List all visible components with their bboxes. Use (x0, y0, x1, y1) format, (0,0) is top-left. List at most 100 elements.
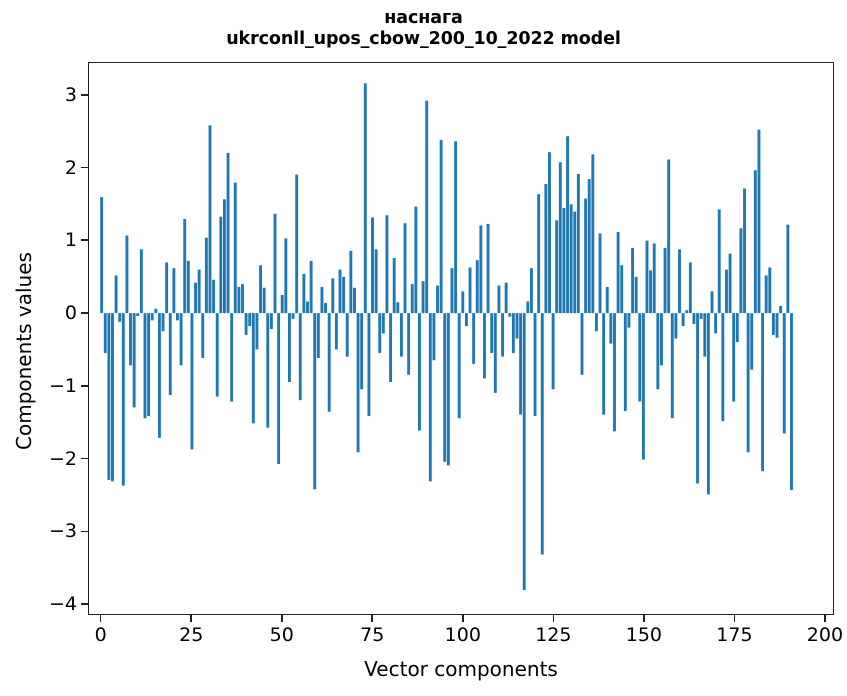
bar (717, 209, 721, 314)
bar (674, 313, 678, 339)
bar (587, 178, 591, 314)
bar (132, 313, 136, 408)
bar (197, 269, 201, 314)
bar (244, 313, 248, 335)
bar (743, 188, 746, 314)
bar (764, 275, 768, 314)
bar (111, 313, 114, 482)
bar (157, 313, 161, 438)
y-tick-mark (81, 166, 88, 169)
bar (678, 249, 681, 314)
bar (396, 302, 400, 314)
bar (222, 199, 226, 314)
y-tick-label: −4 (48, 593, 77, 616)
y-tick-mark (81, 384, 88, 387)
bar (522, 313, 526, 591)
bar (732, 313, 736, 402)
bar (728, 253, 732, 314)
bar (472, 313, 476, 364)
bar (100, 197, 104, 314)
x-tick-mark (824, 615, 826, 622)
x-tick-mark (643, 615, 645, 622)
bar (519, 313, 523, 415)
bar (515, 313, 519, 339)
bar (186, 260, 190, 314)
bar (710, 291, 714, 314)
bar (147, 313, 151, 417)
bar (566, 136, 569, 314)
bar (501, 313, 504, 357)
x-tick-mark (190, 615, 192, 622)
bar (107, 313, 111, 480)
bar (699, 313, 703, 319)
bar (681, 313, 685, 327)
bar (165, 262, 169, 314)
bar (302, 273, 306, 314)
bar (540, 313, 544, 555)
bar (266, 313, 270, 428)
bar (374, 249, 378, 314)
bar (714, 313, 718, 334)
bar (327, 313, 331, 412)
bar (652, 243, 656, 314)
bar (360, 313, 364, 390)
bar (670, 313, 674, 419)
bar (436, 285, 439, 314)
bar (627, 313, 631, 328)
bar (295, 174, 299, 314)
bar (537, 194, 541, 314)
bar (418, 313, 421, 431)
bar (594, 313, 598, 332)
bar (114, 275, 118, 314)
bar (381, 313, 385, 334)
bar (273, 213, 277, 314)
bar (121, 313, 125, 486)
bar (342, 276, 346, 314)
x-tick-label: 75 (360, 624, 385, 646)
bar (490, 313, 494, 353)
bar (168, 313, 172, 396)
bar (602, 313, 606, 415)
x-tick-mark (280, 615, 283, 622)
bar (493, 313, 497, 393)
bar (771, 313, 775, 335)
bar (179, 313, 183, 366)
bar (591, 154, 595, 314)
bar (367, 313, 371, 417)
bar (237, 287, 241, 314)
bar (782, 313, 786, 434)
bar (410, 284, 414, 314)
bar (753, 170, 757, 314)
bar (176, 313, 179, 321)
bar (439, 139, 443, 314)
bar (432, 313, 436, 361)
bar (320, 287, 324, 314)
x-tick-label: 150 (625, 624, 663, 646)
bar (291, 313, 295, 319)
y-tick-mark (81, 239, 88, 242)
bar (775, 313, 779, 338)
y-tick-label: 0 (64, 302, 77, 325)
bar (486, 223, 490, 314)
bar (298, 313, 302, 401)
bar (464, 313, 468, 327)
bar (735, 313, 739, 343)
bar (407, 313, 411, 375)
bar (150, 313, 154, 321)
bar (620, 265, 624, 314)
bar (345, 313, 349, 357)
bar (580, 313, 584, 375)
bar (598, 233, 602, 314)
bar (190, 313, 194, 450)
bar (623, 313, 627, 411)
bar (725, 269, 728, 314)
bar (403, 223, 407, 314)
bar (761, 313, 765, 472)
bar (613, 313, 616, 432)
bar (468, 267, 472, 314)
bar (638, 313, 642, 402)
bar (548, 152, 551, 314)
bar (461, 291, 465, 314)
bar (363, 83, 367, 314)
